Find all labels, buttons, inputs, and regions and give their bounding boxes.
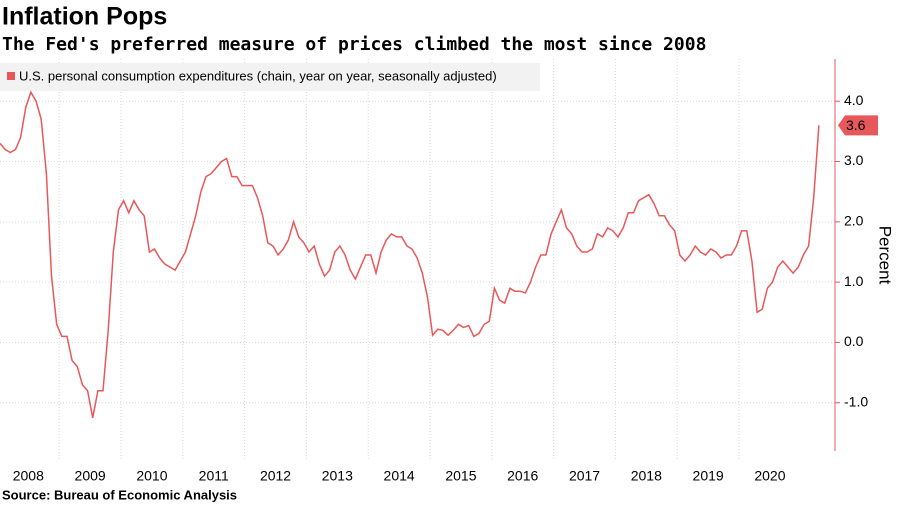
chart-title: Inflation Pops [2, 3, 167, 31]
line [0, 90, 820, 418]
y-axis-label: Percent [876, 226, 895, 285]
x-tick-label: 2013 [322, 468, 353, 484]
y-tick-label: 1.0 [844, 273, 864, 289]
x-tick-label: 2018 [631, 468, 662, 484]
x-tick-label: 2012 [260, 468, 291, 484]
x-tick-label: 2020 [754, 468, 785, 484]
y-tick-label: 4.0 [844, 92, 864, 108]
source: Source: Bureau of Economic Analysis [2, 487, 237, 502]
x-tick-label: 2015 [445, 468, 476, 484]
y-tick-label: -1.0 [844, 393, 868, 409]
y-tick-label: 2.0 [844, 213, 864, 229]
x-tick-label: 2008 [13, 468, 44, 484]
last-value-box [838, 115, 878, 136]
legend-label: U.S. personal consumption expenditures (… [19, 68, 497, 83]
x-tick-label: 2010 [136, 468, 167, 484]
legend-box [0, 63, 540, 91]
grid [0, 59, 835, 460]
x-tick-label: 2009 [75, 468, 106, 484]
chart-subtitle: The Fed's preferred measure of prices cl… [2, 34, 706, 55]
x-tick-label: 2014 [384, 468, 415, 484]
legend-swatch [7, 72, 15, 80]
x-tick-label: 2017 [569, 468, 600, 484]
y-tick-label: 0.0 [844, 333, 864, 349]
x-tick-label: 2011 [199, 468, 229, 484]
y-tick-label: 3.0 [844, 152, 864, 168]
x-tick-label: 2016 [507, 468, 538, 484]
x-tick-label: 2019 [693, 468, 724, 484]
last-value-label: 3.6 [846, 117, 866, 133]
